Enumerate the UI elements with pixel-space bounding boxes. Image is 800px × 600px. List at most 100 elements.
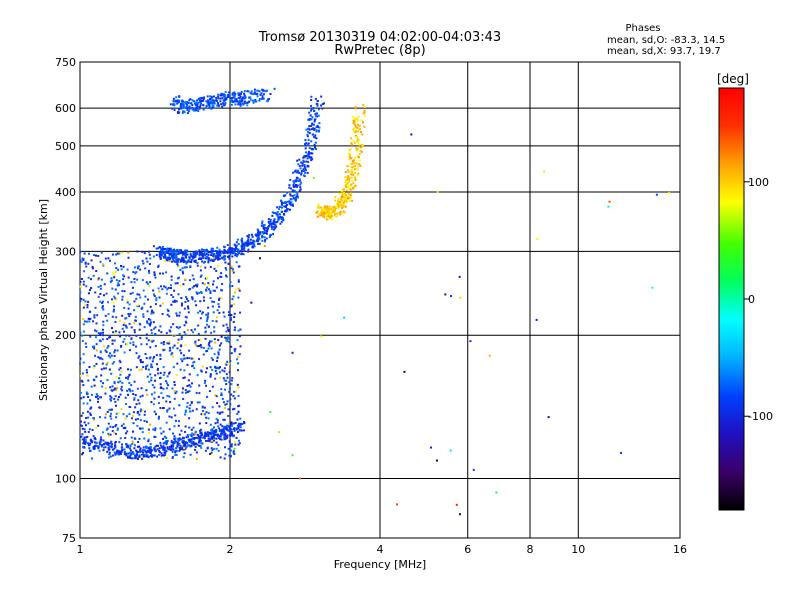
data-point [212, 104, 215, 107]
data-point [176, 443, 179, 446]
data-point [200, 274, 203, 277]
data-point [89, 442, 92, 445]
data-point [154, 303, 157, 306]
data-point [114, 321, 117, 324]
data-point [239, 345, 242, 348]
data-point [159, 253, 162, 256]
data-point [213, 330, 216, 333]
data-point [99, 300, 102, 303]
data-point [215, 447, 218, 450]
data-point [87, 431, 90, 434]
data-point [146, 321, 149, 324]
data-point [275, 225, 278, 228]
data-point [132, 271, 135, 274]
data-point [146, 364, 149, 367]
data-point [241, 422, 244, 425]
data-point [118, 453, 121, 456]
data-point [184, 333, 187, 336]
data-point [250, 242, 253, 245]
data-point [128, 413, 131, 416]
data-point [106, 427, 109, 430]
data-point [120, 408, 123, 411]
data-point [80, 414, 83, 417]
data-point [198, 444, 201, 447]
data-point [189, 252, 192, 255]
data-point [92, 435, 95, 438]
data-point [182, 272, 185, 275]
data-point [140, 455, 143, 458]
data-point [87, 442, 90, 445]
data-point [127, 456, 130, 459]
data-point [246, 104, 249, 107]
data-point [225, 434, 228, 437]
data-point [202, 252, 205, 255]
data-point [207, 306, 210, 309]
data-point [223, 433, 226, 436]
data-point [233, 303, 236, 306]
data-point [93, 347, 96, 350]
data-point [219, 252, 222, 255]
data-point [102, 308, 105, 311]
data-point [223, 370, 226, 373]
data-point [185, 253, 188, 256]
data-point [198, 99, 201, 102]
data-point [149, 321, 152, 324]
data-point [353, 186, 356, 189]
data-point [194, 109, 197, 112]
data-point [396, 503, 399, 506]
data-point [172, 323, 175, 326]
data-point [355, 162, 358, 165]
data-point [217, 437, 220, 440]
data-point [153, 273, 156, 276]
data-point [237, 386, 240, 389]
data-point [363, 105, 366, 108]
data-point [101, 358, 104, 361]
data-point [233, 251, 236, 254]
data-point [92, 417, 95, 420]
data-point [148, 323, 151, 326]
data-point [150, 329, 153, 332]
data-point [224, 267, 227, 270]
data-point [169, 401, 172, 404]
data-point [353, 168, 356, 171]
data-point [212, 289, 215, 292]
data-point [261, 220, 264, 223]
data-point [316, 125, 319, 128]
data-point [607, 205, 610, 208]
data-point [288, 203, 291, 206]
data-point [208, 105, 211, 108]
data-point [99, 260, 102, 263]
data-point [155, 444, 158, 447]
data-point [202, 296, 205, 299]
data-point [233, 350, 236, 353]
data-point [218, 435, 221, 438]
data-point [233, 427, 236, 430]
data-point [208, 431, 211, 434]
data-point [202, 412, 205, 415]
data-point [225, 337, 228, 340]
data-point [148, 449, 151, 452]
data-point [116, 427, 119, 430]
data-point [110, 277, 113, 280]
data-point [194, 442, 197, 445]
data-point [308, 117, 311, 120]
data-point [194, 101, 197, 104]
data-point [168, 395, 171, 398]
data-point [343, 198, 346, 201]
data-point [136, 457, 139, 460]
data-point [113, 382, 116, 385]
data-point [120, 388, 123, 391]
data-point [153, 454, 156, 457]
data-point [317, 212, 320, 215]
data-point [136, 304, 139, 307]
data-point [354, 106, 357, 109]
data-point [150, 332, 153, 335]
data-point [340, 204, 343, 207]
data-point [100, 278, 103, 281]
data-point [116, 387, 119, 390]
data-point [233, 312, 236, 315]
data-point [211, 252, 214, 255]
data-point [232, 248, 235, 251]
data-point [125, 452, 128, 455]
